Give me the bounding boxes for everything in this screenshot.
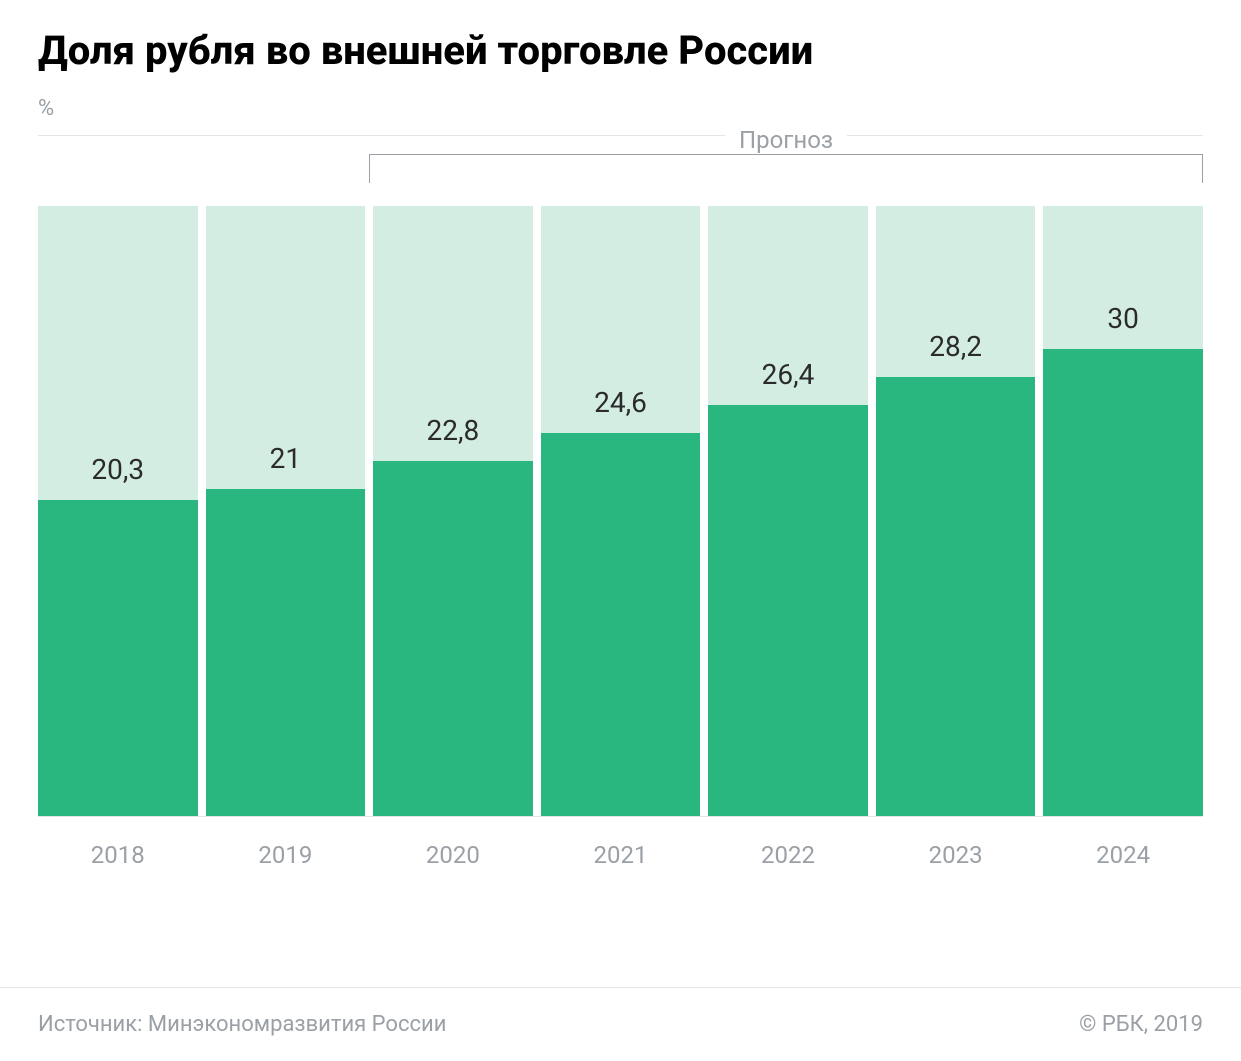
x-axis-label: 2024 — [1043, 841, 1203, 869]
bar-column: 21 — [206, 206, 366, 816]
x-axis-labels: 2018 20192020 20212022 20232024 — [38, 841, 1203, 869]
bar-column: 20,3 — [38, 206, 198, 816]
chart-container: Доля рубля во внешней торговле России % … — [0, 0, 1241, 1061]
top-rule — [38, 135, 1203, 136]
x-axis-label: 2022 — [708, 841, 868, 869]
bar-value — [38, 500, 198, 816]
forecast-label: Прогноз — [725, 126, 847, 154]
chart-title: Доля рубля во внешней торговле России — [38, 28, 1203, 74]
bar-value-label: 21 — [206, 442, 366, 475]
forecast-bracket: Прогноз — [369, 154, 1203, 206]
bar-value — [708, 405, 868, 816]
bar-value — [206, 489, 366, 816]
bar-value — [876, 377, 1036, 816]
bar-value — [541, 433, 701, 816]
footer: Источник: Минэкономразвития России © РБК… — [0, 987, 1241, 1061]
x-axis-label: 2023 — [876, 841, 1036, 869]
bar-column: 30 — [1043, 206, 1203, 816]
bar-value-label: 22,8 — [373, 414, 533, 447]
bar-value-label: 30 — [1043, 302, 1203, 335]
copyright-label: © РБК, 2019 — [1079, 1012, 1203, 1037]
bar-columns: 20,32122,824,626,428,230 — [38, 206, 1203, 817]
x-axis-label: 2021 — [541, 841, 701, 869]
bar-column: 22,8 — [373, 206, 533, 816]
x-axis-label: 2018 — [38, 841, 198, 869]
bar-value — [373, 461, 533, 816]
bar-value — [1043, 349, 1203, 816]
bar-value-label: 26,4 — [708, 358, 868, 391]
plot-area: Прогноз 20,32122,824,626,428,230 2018201… — [38, 206, 1203, 869]
bar-column: 28,2 — [876, 206, 1036, 816]
source-label: Источник: Минэкономразвития России — [38, 1012, 446, 1037]
x-axis-label: 2020 — [373, 841, 533, 869]
unit-label: % — [38, 96, 1203, 121]
bar-column: 24,6 — [541, 206, 701, 816]
bar-value-label: 24,6 — [541, 386, 701, 419]
bracket-line — [369, 154, 1203, 183]
bar-value-label: 20,3 — [38, 453, 198, 486]
bar-value-label: 28,2 — [876, 330, 1036, 363]
x-axis-label: 2019 — [206, 841, 366, 869]
bar-column: 26,4 — [708, 206, 868, 816]
